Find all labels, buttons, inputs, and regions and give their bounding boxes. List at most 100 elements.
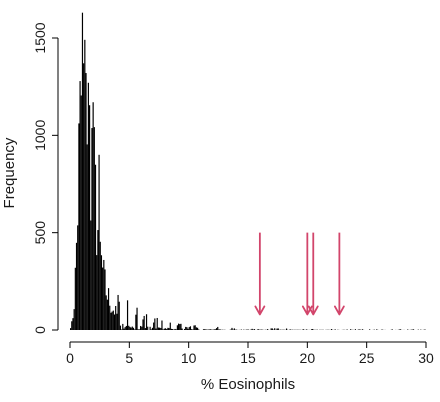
y-tick-label: 1000 bbox=[32, 120, 48, 151]
histogram-bar bbox=[72, 318, 74, 330]
histogram-bar bbox=[107, 288, 110, 330]
histogram-bar bbox=[141, 326, 143, 330]
histogram-bar bbox=[202, 329, 205, 330]
histogram-bar bbox=[118, 301, 120, 330]
histogram-bar bbox=[80, 95, 82, 330]
histogram-bar bbox=[191, 329, 193, 330]
histogram-bar bbox=[104, 269, 106, 330]
histogram-bar bbox=[142, 319, 144, 330]
histogram-bar bbox=[124, 327, 126, 330]
histogram-bar bbox=[103, 259, 105, 330]
histogram-bar bbox=[70, 328, 72, 330]
histogram-bar bbox=[270, 328, 272, 330]
annotation-arrow bbox=[333, 232, 345, 316]
histogram-bar bbox=[140, 325, 142, 330]
histogram-bar bbox=[97, 230, 99, 330]
histogram-bar bbox=[358, 329, 360, 330]
histogram-bar bbox=[147, 326, 149, 330]
histogram-bar bbox=[169, 322, 171, 330]
histogram-bar bbox=[150, 329, 152, 330]
histogram-bar bbox=[187, 328, 189, 330]
histogram-bar bbox=[77, 225, 79, 330]
annotation-arrow bbox=[254, 232, 266, 316]
histogram-bar bbox=[168, 328, 170, 330]
histogram-bar bbox=[233, 328, 235, 330]
histogram-bar bbox=[302, 329, 304, 330]
histogram-bar bbox=[354, 329, 356, 330]
histogram-bar bbox=[115, 305, 117, 330]
histogram-bar bbox=[73, 309, 75, 330]
histogram-bar bbox=[398, 329, 400, 330]
histogram-bar bbox=[289, 329, 291, 330]
histogram-bar bbox=[130, 327, 132, 330]
histogram-bar bbox=[106, 299, 108, 330]
histogram-bar bbox=[157, 327, 159, 330]
histogram-bar bbox=[134, 329, 136, 330]
histogram-bar bbox=[306, 329, 308, 330]
x-tick-label: 15 bbox=[240, 350, 256, 366]
y-tick-label: 1500 bbox=[32, 22, 48, 53]
histogram-bars bbox=[70, 12, 426, 331]
histogram-bar bbox=[75, 242, 78, 330]
histogram-bar bbox=[274, 328, 276, 330]
histogram-bar bbox=[312, 328, 314, 330]
y-axis-title: Frequency bbox=[1, 137, 18, 208]
histogram-bar bbox=[149, 326, 151, 330]
histogram-bar bbox=[183, 328, 186, 330]
histogram-bar bbox=[334, 329, 336, 330]
histogram-bar bbox=[126, 300, 129, 330]
histogram-bar bbox=[84, 39, 86, 331]
histogram-bar bbox=[346, 329, 348, 330]
histogram-bar bbox=[88, 105, 91, 330]
histogram-bar bbox=[79, 81, 81, 330]
histogram-bar bbox=[208, 329, 211, 330]
histogram-bar bbox=[137, 329, 139, 330]
x-tick-label: 10 bbox=[181, 350, 197, 366]
histogram-bar bbox=[174, 328, 176, 330]
arrow-head bbox=[307, 305, 319, 316]
histogram-bar bbox=[110, 312, 112, 330]
histogram-bar bbox=[217, 326, 219, 330]
histogram-bar bbox=[105, 295, 107, 330]
arrow-head bbox=[254, 305, 266, 316]
annotation-arrow bbox=[307, 232, 319, 316]
histogram-bar bbox=[145, 314, 148, 330]
x-tick-label: 30 bbox=[418, 350, 434, 366]
histogram-bar bbox=[399, 329, 402, 330]
arrow-head bbox=[333, 305, 345, 316]
histogram-bar bbox=[205, 329, 207, 330]
histogram-bar bbox=[81, 12, 84, 330]
histogram-bar bbox=[172, 329, 174, 330]
histogram-bar bbox=[86, 144, 88, 330]
histogram-bar bbox=[257, 329, 259, 330]
histogram-bar bbox=[71, 321, 73, 330]
histogram-bar bbox=[119, 325, 122, 330]
histogram-bar bbox=[170, 328, 173, 330]
histogram-bar bbox=[129, 326, 131, 330]
histogram-bar bbox=[215, 328, 218, 330]
histogram-bar bbox=[99, 241, 101, 330]
histogram-bar bbox=[156, 317, 158, 330]
histogram-bar bbox=[102, 267, 104, 330]
x-tick-label: 20 bbox=[300, 350, 316, 366]
histogram-bar bbox=[175, 329, 177, 330]
histogram-bar bbox=[153, 322, 155, 330]
histogram-bar bbox=[87, 82, 89, 331]
histogram-bar bbox=[331, 329, 333, 330]
histogram-bar bbox=[128, 325, 130, 330]
histogram-bar bbox=[180, 323, 182, 330]
histogram-bar bbox=[96, 255, 98, 330]
histogram-bar bbox=[218, 329, 220, 330]
histogram-bar bbox=[196, 327, 199, 330]
histogram-bar bbox=[231, 327, 233, 330]
histogram-bar bbox=[204, 329, 206, 330]
histogram-bar bbox=[198, 329, 200, 330]
histogram-bar bbox=[109, 305, 111, 330]
histogram-bar bbox=[219, 329, 221, 330]
axes: 0 5 10 15 20 25 30 0 500 1000 1500 bbox=[32, 22, 434, 366]
histogram-bar bbox=[112, 310, 114, 330]
histogram-bar bbox=[159, 327, 161, 330]
histogram-bar bbox=[111, 311, 113, 330]
histogram-bar bbox=[116, 313, 118, 330]
